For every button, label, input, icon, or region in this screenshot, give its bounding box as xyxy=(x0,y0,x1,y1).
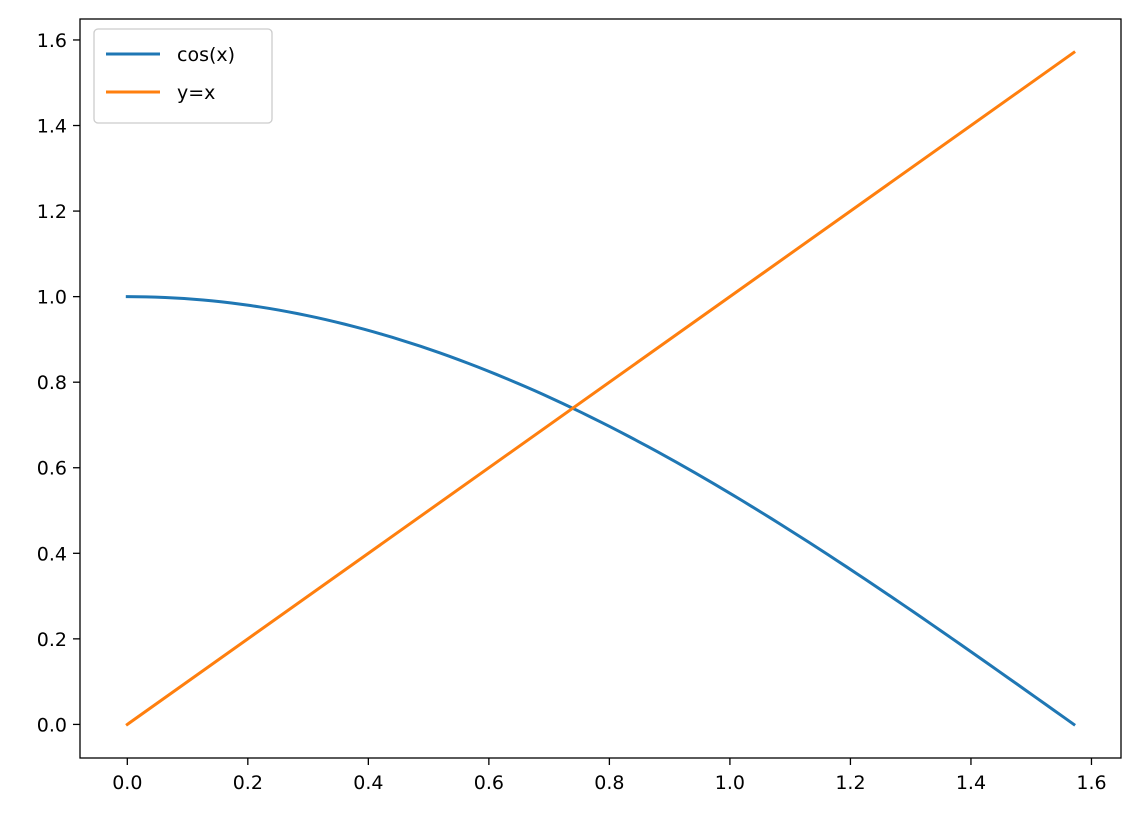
series-line-0 xyxy=(125,295,1076,727)
y-tick-label: 0.6 xyxy=(37,458,67,480)
x-tick-label: 1.2 xyxy=(835,772,865,794)
y-tick-label: 1.0 xyxy=(37,287,67,309)
series-layer xyxy=(125,50,1076,727)
x-axis: 0.0 0.2 0.4 0.6 0.8 1.0 1.2 1.4 1.6 xyxy=(112,758,1107,794)
y-tick-label: 1.6 xyxy=(37,30,67,52)
y-tick-label: 1.4 xyxy=(37,116,67,138)
y-tick-label: 0.8 xyxy=(37,372,67,394)
y-tick-label: 0.4 xyxy=(37,543,67,565)
x-tick-label: 0.6 xyxy=(474,772,504,794)
series-line-1 xyxy=(125,50,1076,727)
plot-frame xyxy=(79,18,1122,759)
x-tick-label: 1.4 xyxy=(956,772,986,794)
x-tick-label: 1.6 xyxy=(1076,772,1106,794)
x-tick-label: 0.8 xyxy=(594,772,624,794)
y-tick-label: 0.2 xyxy=(37,629,67,651)
x-tick-label: 0.2 xyxy=(233,772,263,794)
y-axis: 0.0 0.2 0.4 0.6 0.8 1.0 1.2 1.4 1.6 xyxy=(37,30,80,736)
y-tick-label: 1.2 xyxy=(37,201,67,223)
legend-label-1: y=x xyxy=(177,82,215,104)
legend: cos(x) y=x xyxy=(93,28,273,124)
x-tick-label: 0.0 xyxy=(112,772,142,794)
legend-label-0: cos(x) xyxy=(177,44,235,66)
x-tick-label: 1.0 xyxy=(715,772,745,794)
x-tick-label: 0.4 xyxy=(353,772,383,794)
y-tick-label: 0.0 xyxy=(37,714,67,736)
